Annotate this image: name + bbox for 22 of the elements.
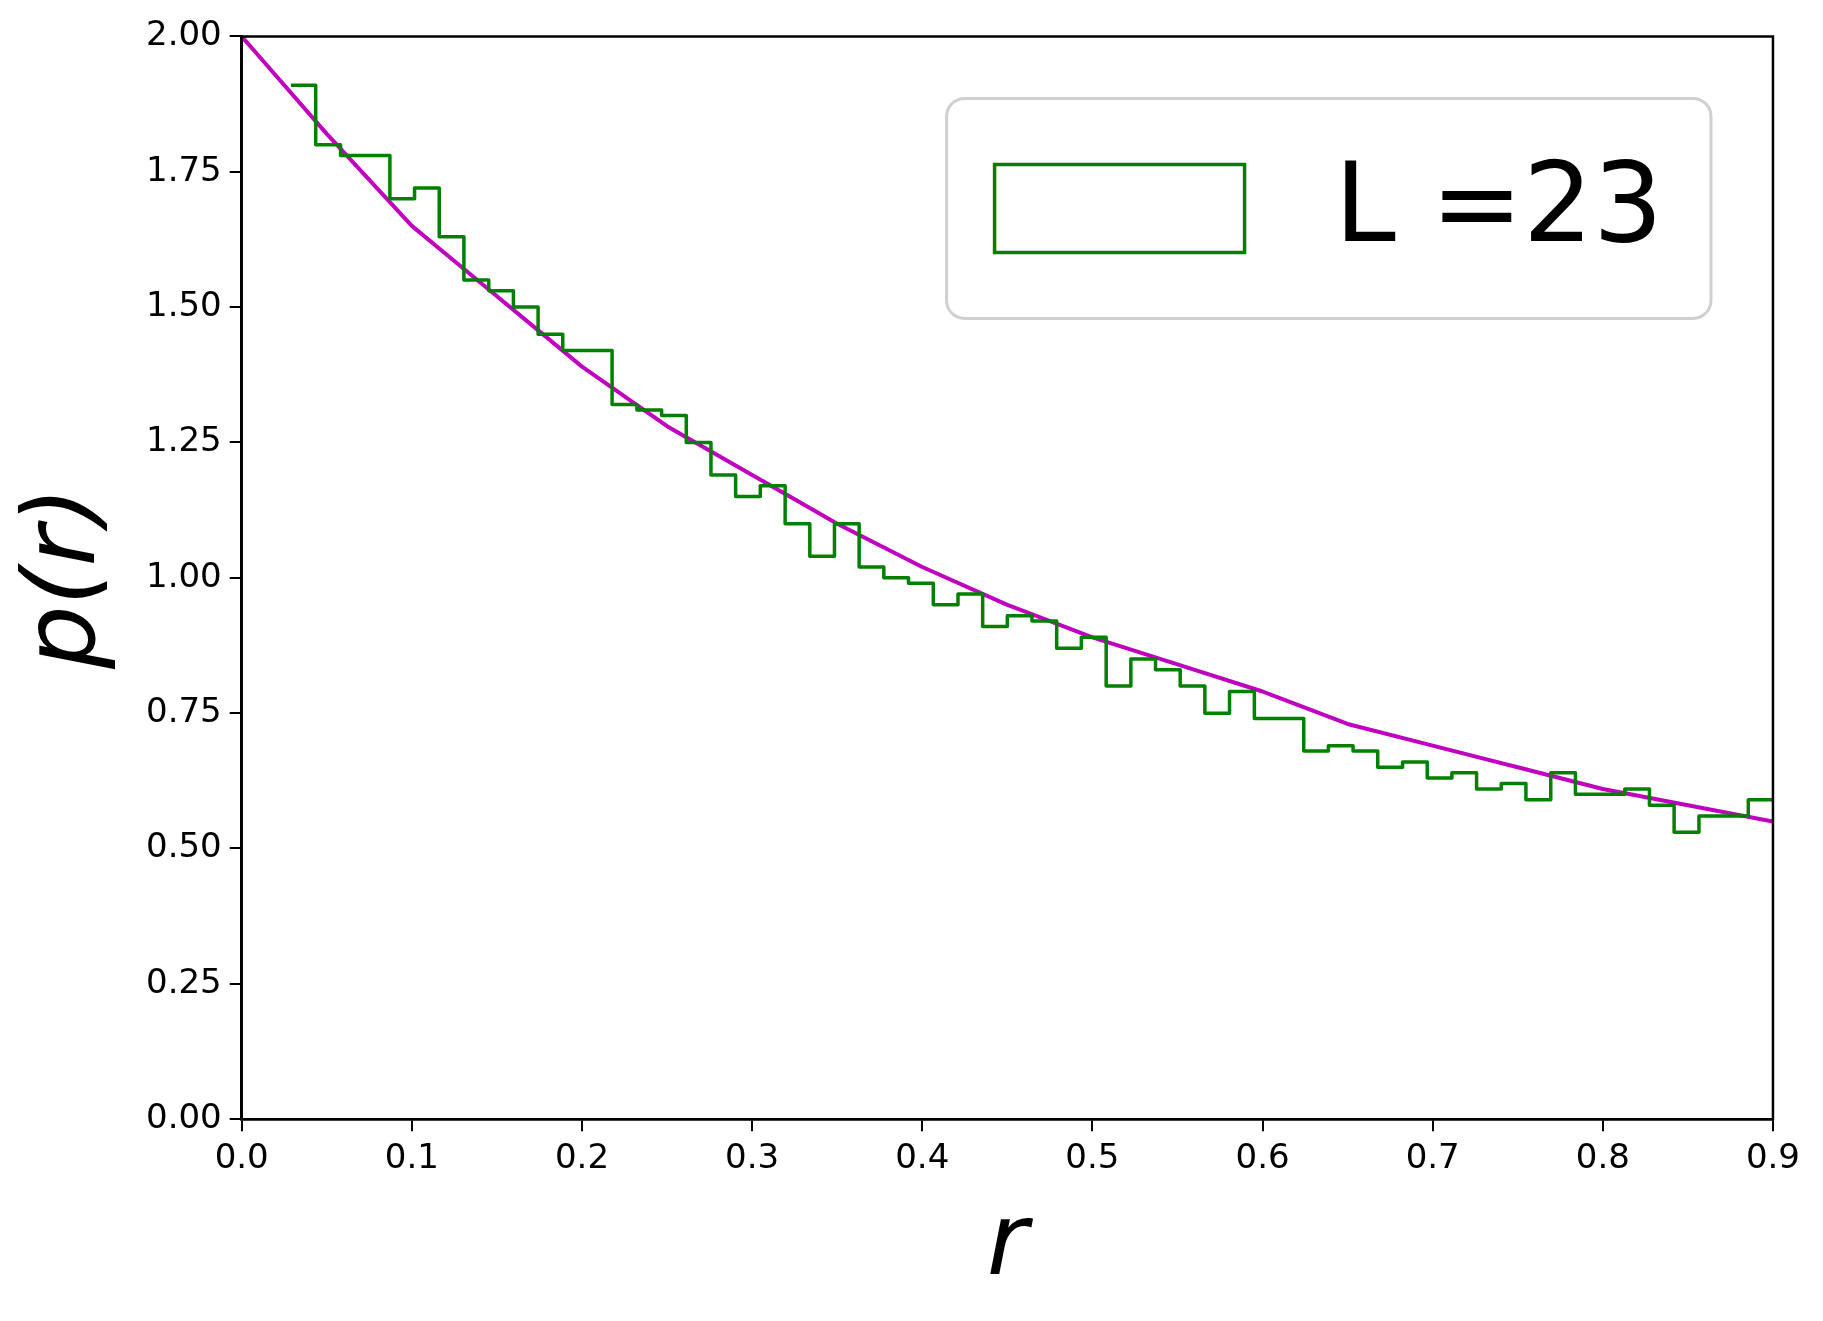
x-tick-label: 0.3 [725, 1136, 780, 1177]
x-tick-label: 0.0 [214, 1136, 269, 1177]
x-tick-label: 0.1 [384, 1136, 439, 1177]
x-tick-label: 0.2 [554, 1136, 610, 1177]
x-tick-label: 0.6 [1235, 1136, 1290, 1177]
y-tick-label: 0.50 [146, 825, 222, 866]
y-tick-label: 0.00 [146, 1096, 222, 1137]
x-tick-label: 0.7 [1405, 1136, 1460, 1177]
legend-label: L =23 [1334, 138, 1663, 267]
y-tick-label: 1.25 [146, 419, 222, 460]
x-axis-title: r [986, 1180, 1034, 1298]
x-tick-label: 0.9 [1745, 1136, 1800, 1177]
y-tick-label: 1.50 [146, 283, 222, 324]
y-tick-label: 1.00 [146, 554, 222, 595]
y-axis-title: p(r) [0, 486, 118, 671]
x-tick-label: 0.8 [1575, 1136, 1630, 1177]
y-tick-label: 1.75 [146, 148, 222, 189]
y-tick-label: 0.25 [146, 960, 222, 1001]
y-tick-label: 2.00 [146, 13, 222, 54]
y-tick-label: 0.75 [146, 689, 222, 730]
x-tick-label: 0.4 [895, 1136, 950, 1177]
x-tick-label: 0.5 [1065, 1136, 1120, 1177]
